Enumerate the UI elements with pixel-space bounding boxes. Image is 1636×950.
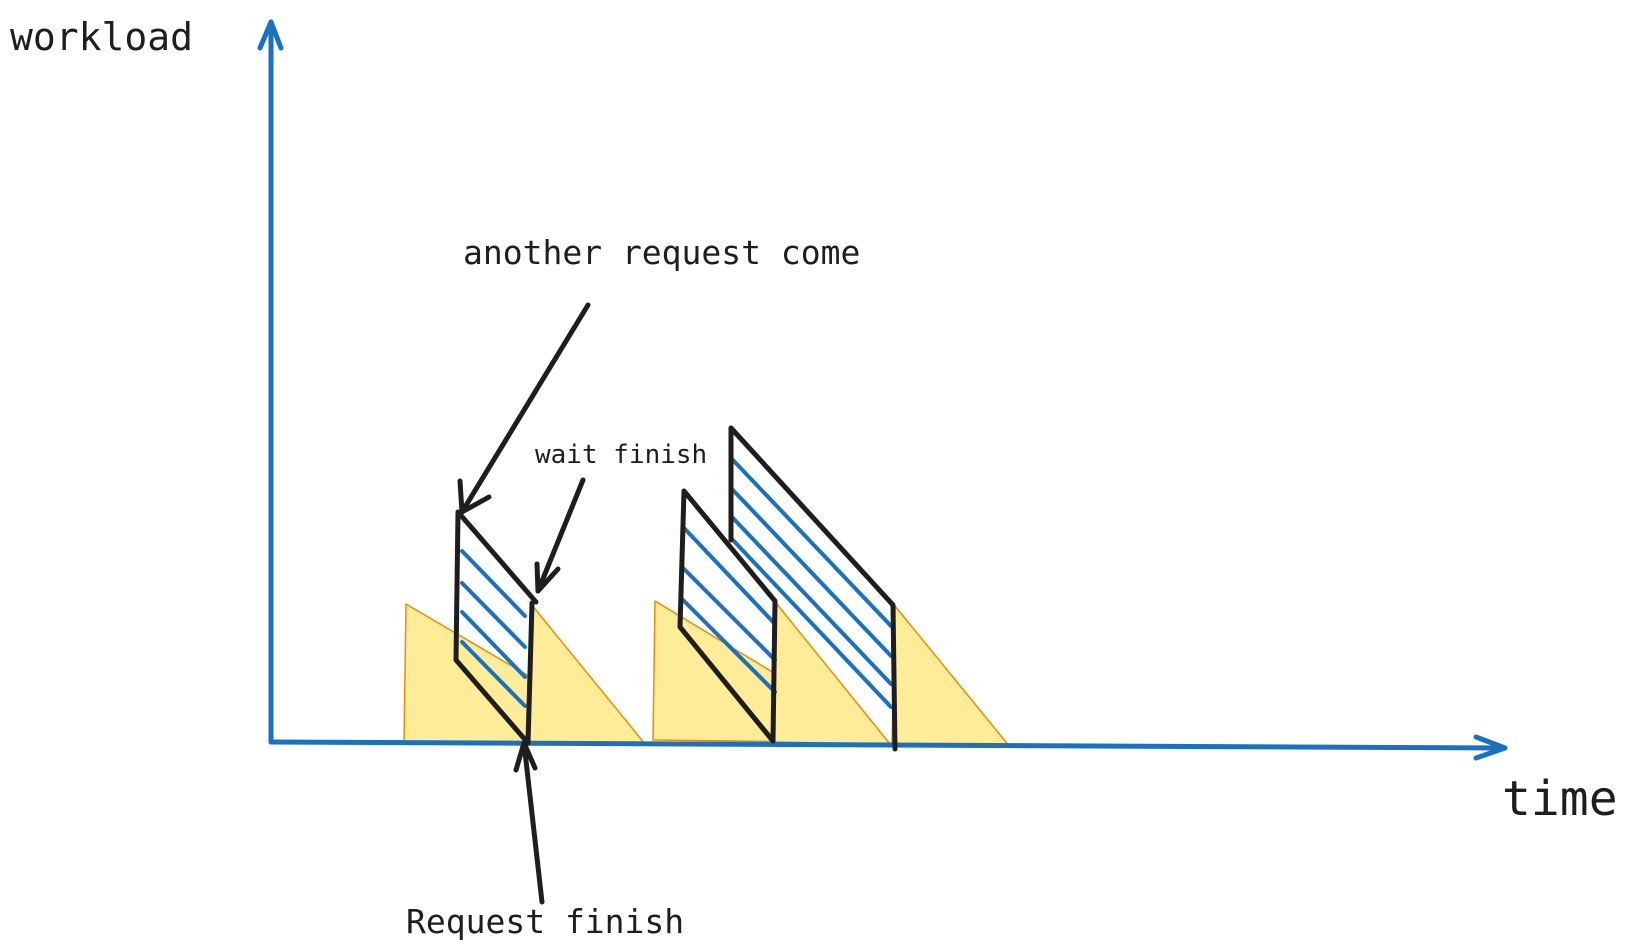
request-finish-arrowhead bbox=[513, 740, 538, 773]
x-axis-arrowhead bbox=[1473, 734, 1508, 761]
queued-request-1 bbox=[453, 509, 539, 746]
wait-finish-arrow bbox=[535, 477, 586, 594]
queued-request-3 bbox=[728, 425, 898, 752]
hatch-lines bbox=[460, 456, 893, 709]
hatch-line bbox=[460, 549, 527, 618]
another-request-arrowhead bbox=[457, 478, 492, 515]
wait-finish-arrowhead bbox=[534, 561, 561, 594]
hatch-line bbox=[460, 610, 527, 679]
axes bbox=[257, 19, 1508, 761]
request-area-2 bbox=[525, 603, 646, 745]
request-finish-label: Request finish bbox=[406, 902, 684, 941]
wait-finish-label: wait finish bbox=[535, 440, 707, 470]
another-request-label: another request come bbox=[463, 233, 860, 272]
hatch-line bbox=[729, 486, 893, 658]
hatch-line bbox=[682, 526, 777, 626]
hatch-line bbox=[680, 565, 777, 662]
x-axis-line bbox=[268, 739, 1508, 751]
y-axis-label: workload bbox=[10, 15, 193, 59]
annotation-arrows bbox=[457, 302, 591, 905]
queued-request-2 bbox=[677, 488, 778, 744]
hatch-line bbox=[729, 456, 893, 628]
hatch-line bbox=[460, 640, 527, 708]
queued-request-shapes bbox=[453, 425, 898, 752]
x-axis-label: time bbox=[1502, 771, 1618, 827]
hatch-line bbox=[680, 597, 777, 694]
another-request-arrow bbox=[459, 302, 591, 515]
request-area-5 bbox=[891, 605, 1011, 748]
request-finish-arrow bbox=[521, 740, 545, 905]
hatch-line bbox=[460, 581, 527, 649]
hatch-line bbox=[729, 514, 893, 686]
hatch-line bbox=[729, 536, 893, 709]
y-axis-arrowhead bbox=[257, 19, 284, 51]
